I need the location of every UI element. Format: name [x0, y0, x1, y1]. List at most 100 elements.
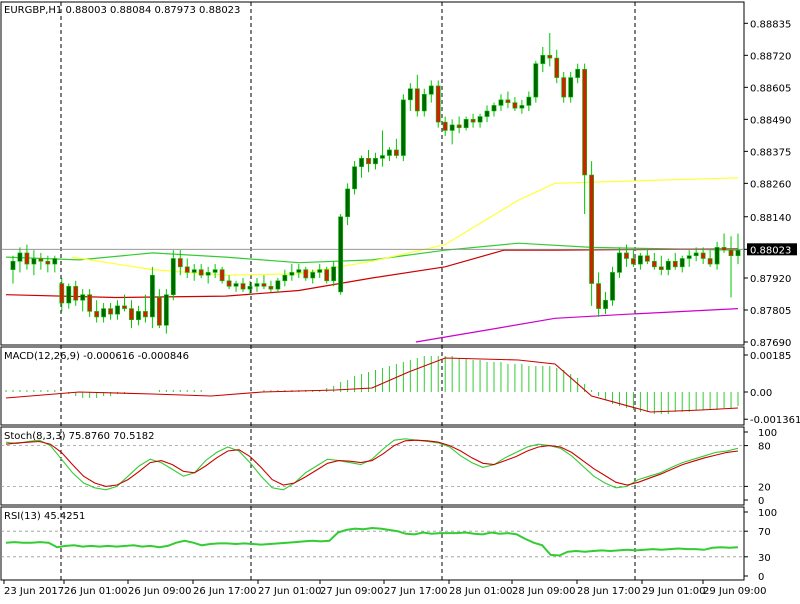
candle-body-bull	[115, 305, 120, 315]
candle	[205, 266, 211, 284]
candle-body-bear	[435, 85, 441, 123]
candle	[575, 63, 581, 84]
candle	[505, 91, 511, 109]
candle	[303, 266, 309, 281]
candle-body-bull	[477, 116, 483, 123]
candle-body-bear	[596, 283, 601, 309]
candle-body-bear	[240, 283, 246, 290]
macd-layer	[5, 356, 739, 414]
candle	[226, 275, 232, 290]
candle-body-bear	[394, 149, 399, 156]
candle	[317, 264, 323, 278]
candle	[387, 147, 392, 162]
candle-body-bull	[400, 99, 406, 156]
candle	[631, 250, 636, 267]
candle	[672, 252, 678, 270]
candle-body-bear	[219, 269, 225, 282]
candle-body-bull	[170, 258, 176, 295]
candle-body-bull	[373, 158, 378, 165]
candle-body-bull	[66, 286, 72, 304]
time-tick-label: 26 Jun 17:00	[193, 586, 257, 597]
candle	[651, 252, 657, 270]
candle-body-bear	[143, 311, 148, 318]
candle-body-bull	[52, 258, 58, 265]
candle	[352, 161, 357, 195]
rsi-tick-label: 30	[758, 553, 771, 564]
candle-body-bull	[484, 110, 490, 117]
candle-body-bull	[31, 258, 37, 265]
candle-body-bull	[359, 158, 364, 167]
candle	[324, 266, 330, 284]
candle	[198, 264, 204, 278]
chart-title: EURGBP,H1 0.88003 0.88084 0.87973 0.8802…	[4, 5, 240, 16]
candle	[728, 236, 734, 298]
candle	[707, 250, 713, 267]
candle-body-bear	[184, 266, 190, 273]
moving-average-line	[71, 177, 739, 276]
candle-body-bull	[714, 247, 720, 265]
price-tick-label: 0.88375	[750, 147, 791, 158]
candle	[526, 91, 532, 111]
candle	[589, 161, 594, 306]
candle-body-bull	[693, 252, 699, 257]
macd-tick-label: 0.00185	[750, 351, 791, 362]
moving-average-line	[5, 242, 739, 264]
price-tick-label: 0.88720	[750, 51, 791, 62]
candle-body-bear	[554, 57, 560, 78]
candle	[373, 152, 378, 170]
candle	[414, 74, 420, 117]
candle	[163, 289, 169, 334]
candle	[129, 300, 134, 329]
candle	[17, 247, 23, 273]
candle-body-bear	[631, 258, 636, 265]
candle	[191, 264, 197, 281]
candle-body-bear	[728, 249, 734, 257]
candle	[73, 280, 79, 306]
candle	[275, 277, 281, 292]
candle	[582, 63, 588, 214]
candle	[693, 247, 699, 262]
candle-body-bear	[324, 269, 330, 282]
candle-body-bull	[191, 269, 197, 273]
stoch-layer	[1, 438, 744, 491]
candle-body-bear	[414, 88, 420, 112]
candle	[380, 130, 385, 167]
candle	[665, 258, 671, 276]
price-tick-label: 0.88140	[750, 213, 791, 224]
candle	[66, 283, 72, 309]
candle-body-bull	[345, 188, 350, 218]
candle	[658, 255, 664, 276]
candle	[554, 49, 560, 84]
candle-body-bull	[289, 272, 295, 276]
price-tick-label: 0.87920	[750, 274, 791, 285]
time-tick-label: 27 Jun 09:00	[320, 586, 384, 597]
candle-body-bear	[442, 121, 448, 131]
candle-body-bear	[73, 286, 79, 301]
candle	[150, 266, 155, 329]
candle-body-bear	[672, 260, 678, 268]
candle	[156, 289, 162, 329]
candle-body-bull	[380, 155, 385, 159]
candle-body-bull	[331, 266, 337, 282]
candle	[233, 280, 239, 292]
candle	[484, 105, 490, 123]
candle-body-bear	[156, 297, 162, 326]
stoch-series-line	[5, 439, 739, 487]
candle-body-bull	[428, 85, 434, 95]
stoch-series-line	[5, 438, 739, 491]
candle-body-bear	[122, 305, 127, 309]
candle-body-bear	[59, 283, 65, 304]
candle-body-bull	[568, 77, 574, 98]
stoch-tick-label: 80	[758, 442, 771, 453]
candle-body-bull	[463, 119, 469, 128]
candle	[254, 277, 260, 292]
candle	[80, 289, 86, 312]
candle	[442, 116, 448, 137]
candle-body-bear	[45, 260, 51, 265]
candle-body-bull	[540, 55, 546, 64]
candle	[101, 303, 106, 323]
candle-body-bull	[679, 258, 685, 268]
